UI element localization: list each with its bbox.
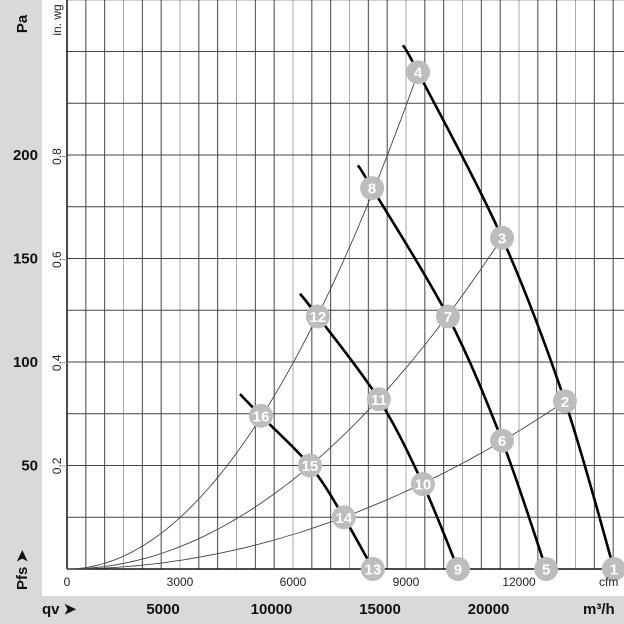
cfm-tick-label: 0 bbox=[64, 575, 71, 589]
operating-point-label: 9 bbox=[454, 562, 462, 579]
grid bbox=[66, 0, 624, 570]
operating-point-label: 16 bbox=[253, 408, 270, 425]
cfm-tick-label: 6000 bbox=[280, 575, 307, 589]
operating-point-14: 14 bbox=[331, 505, 356, 530]
fan-curve bbox=[401, 44, 616, 570]
axis-labels: Pa in. wg Pfs ➤ cfm m³/h qv ➤ 5010015020… bbox=[13, 4, 618, 618]
m3h-tick-label: 15000 bbox=[359, 601, 401, 618]
y-axis-title: Pa bbox=[14, 14, 31, 33]
operating-point-marker bbox=[360, 176, 385, 201]
operating-point-label: 7 bbox=[444, 309, 452, 326]
operating-point-marker bbox=[248, 403, 273, 428]
operating-point-8: 8 bbox=[360, 176, 385, 201]
operating-point-marker bbox=[435, 304, 460, 329]
operating-point-1: 1 bbox=[601, 557, 624, 581]
operating-point-5: 5 bbox=[534, 557, 559, 581]
operating-point-label: 1 bbox=[610, 562, 618, 579]
x-axis-title: cfm bbox=[599, 575, 618, 589]
operating-point-marker bbox=[305, 304, 330, 329]
operating-point-15: 15 bbox=[297, 453, 322, 478]
operating-point-16: 16 bbox=[248, 403, 273, 428]
operating-point-7: 7 bbox=[435, 304, 460, 329]
operating-point-marker bbox=[445, 557, 470, 581]
operating-point-marker bbox=[490, 225, 515, 250]
operating-point-2: 2 bbox=[552, 389, 577, 414]
y-secondary-axis-title: in. wg bbox=[50, 4, 64, 35]
m3h-tick-label: 20000 bbox=[468, 601, 510, 618]
operating-point-3: 3 bbox=[490, 225, 515, 250]
operating-point-marker bbox=[297, 453, 322, 478]
pa-tick-label: 50 bbox=[21, 458, 38, 475]
operating-point-label: 3 bbox=[498, 230, 506, 247]
operating-point-marker bbox=[410, 472, 435, 497]
pa-tick-label: 100 bbox=[13, 354, 38, 371]
system-curve bbox=[66, 237, 503, 570]
operating-point-marker bbox=[601, 557, 624, 581]
operating-point-label: 2 bbox=[561, 394, 569, 411]
cfm-tick-label: 12000 bbox=[502, 575, 536, 589]
operating-point-marker bbox=[331, 505, 356, 530]
pfs-label: Pfs ➤ bbox=[14, 550, 31, 591]
operating-point-6: 6 bbox=[490, 428, 515, 453]
operating-point-9: 9 bbox=[445, 557, 470, 581]
inwg-tick-label: 0.2 bbox=[50, 457, 64, 474]
m3h-tick-label: 10000 bbox=[251, 601, 293, 618]
operating-point-label: 10 bbox=[415, 477, 432, 494]
operating-point-label: 4 bbox=[414, 65, 423, 82]
left-axis-panel bbox=[0, 0, 42, 596]
inwg-tick-label: 0.6 bbox=[50, 251, 64, 268]
operating-point-label: 14 bbox=[336, 510, 353, 527]
operating-point-marker bbox=[406, 60, 431, 85]
pa-tick-label: 200 bbox=[13, 147, 38, 164]
operating-point-label: 6 bbox=[498, 433, 506, 450]
operating-point-label: 5 bbox=[542, 562, 550, 579]
system-curve bbox=[66, 72, 419, 570]
cfm-tick-label: 9000 bbox=[393, 575, 420, 589]
fan-curve bbox=[356, 164, 548, 570]
qv-label: qv ➤ bbox=[42, 601, 77, 618]
operating-point-marker bbox=[534, 557, 559, 581]
operating-point-marker bbox=[366, 387, 391, 412]
operating-point-12: 12 bbox=[305, 304, 330, 329]
system-curves bbox=[66, 72, 566, 570]
operating-point-11: 11 bbox=[366, 387, 391, 412]
fan-curve bbox=[298, 292, 460, 570]
system-curve bbox=[67, 400, 566, 570]
operating-point-label: 8 bbox=[368, 181, 376, 198]
m3h-tick-label: 5000 bbox=[146, 601, 179, 618]
operating-point-13: 13 bbox=[360, 557, 385, 581]
operating-point-marker bbox=[552, 389, 577, 414]
operating-point-label: 12 bbox=[310, 309, 327, 326]
operating-point-label: 11 bbox=[371, 392, 387, 409]
pa-tick-label: 150 bbox=[13, 251, 38, 268]
inwg-tick-label: 0.4 bbox=[50, 354, 64, 371]
operating-point-label: 13 bbox=[365, 562, 382, 579]
bottom-axis-panel bbox=[0, 596, 624, 624]
operating-point-10: 10 bbox=[410, 472, 435, 497]
x-secondary-axis-title: m³/h bbox=[583, 601, 615, 618]
operating-point-marker bbox=[490, 428, 515, 453]
operating-point-4: 4 bbox=[406, 60, 431, 85]
cfm-tick-label: 3000 bbox=[167, 575, 194, 589]
operating-point-label: 15 bbox=[302, 458, 319, 475]
operating-point-marker bbox=[360, 557, 385, 581]
inwg-tick-label: 0.8 bbox=[50, 148, 64, 165]
